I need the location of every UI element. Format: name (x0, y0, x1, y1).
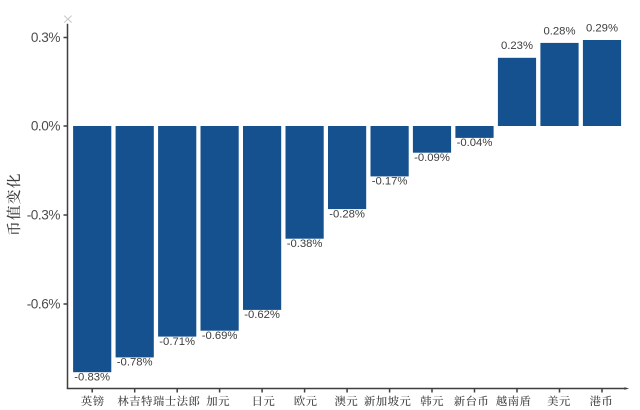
svg-text:-0.71%: -0.71% (159, 336, 195, 348)
svg-text:-0.83%: -0.83% (74, 371, 110, 383)
svg-text:-0.17%: -0.17% (372, 176, 408, 188)
svg-text:-0.62%: -0.62% (244, 309, 280, 321)
svg-text:-0.78%: -0.78% (117, 357, 153, 369)
svg-text:0.23%: 0.23% (501, 40, 533, 52)
svg-text:0.28%: 0.28% (543, 25, 575, 37)
svg-text:0.29%: 0.29% (586, 22, 618, 34)
svg-text:-0.3%: -0.3% (27, 208, 61, 223)
svg-text:-0.69%: -0.69% (202, 330, 238, 342)
svg-text:-0.09%: -0.09% (414, 152, 450, 164)
svg-text:0.0%: 0.0% (31, 119, 61, 134)
svg-text:-0.6%: -0.6% (27, 297, 61, 312)
svg-text:-0.28%: -0.28% (329, 208, 365, 220)
svg-text:-0.38%: -0.38% (287, 238, 323, 250)
svg-text:0.3%: 0.3% (31, 30, 61, 45)
svg-text:-0.04%: -0.04% (457, 137, 493, 149)
